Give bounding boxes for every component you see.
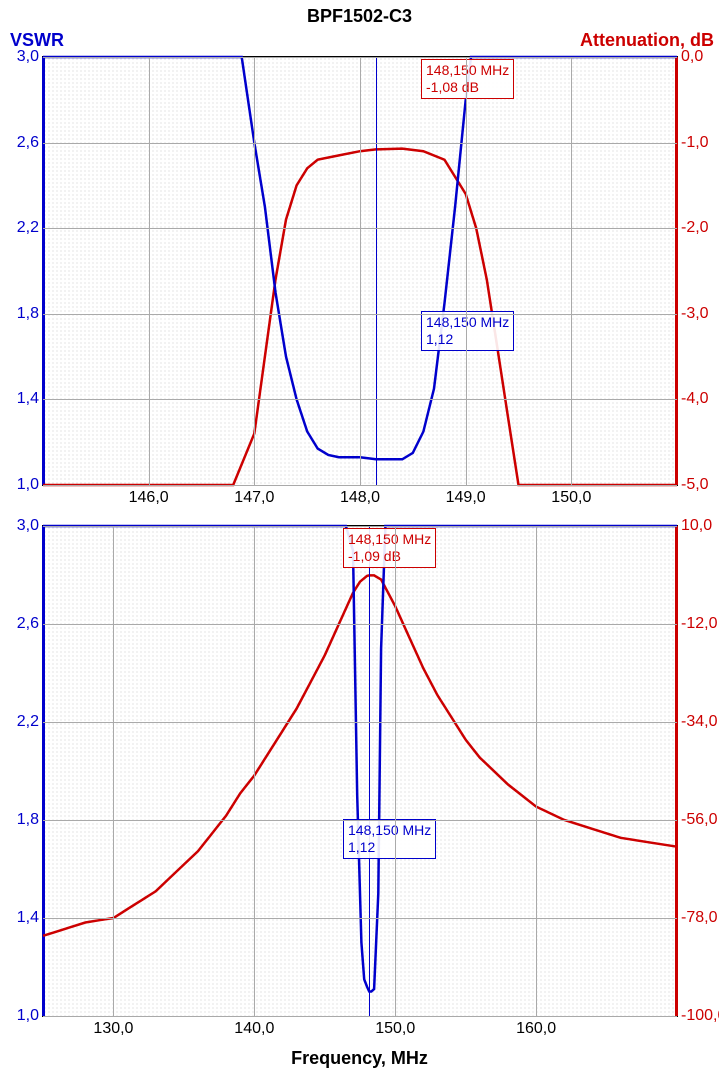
grid-line — [43, 526, 677, 527]
callout-text: -1,09 dB — [348, 548, 401, 564]
grid-line — [43, 624, 677, 625]
grid-line — [536, 526, 537, 1016]
grid-line — [571, 57, 572, 485]
y-left-tick-label: 2,6 — [17, 134, 43, 152]
grid-line — [466, 57, 467, 485]
y-right-tick-label: -12,0 — [677, 615, 717, 633]
grid-line — [149, 57, 150, 485]
callout-text: 148,150 MHz — [426, 62, 509, 78]
bottom-chart-svg — [43, 526, 677, 1016]
grid-line — [43, 57, 677, 58]
grid-line — [360, 57, 361, 485]
y-left-tick-label: 1,8 — [17, 305, 43, 323]
callout-vswr-top: 148,150 MHz 1,12 — [421, 311, 514, 351]
y-left-tick-label: 1,0 — [17, 1007, 43, 1025]
x-tick-label: 148,0 — [340, 485, 380, 507]
grid-line — [254, 526, 255, 1016]
y-right-tick-label: -56,0 — [677, 811, 717, 829]
y-right-tick-label: -5,0 — [677, 476, 709, 494]
callout-atten-bottom: 148,150 MHz -1,09 dB — [343, 528, 436, 568]
y-left-tick-label: 3,0 — [17, 48, 43, 66]
grid-line — [43, 314, 677, 315]
y-left-tick-label: 1,0 — [17, 476, 43, 494]
callout-text: -1,08 dB — [426, 79, 479, 95]
grid-line — [43, 485, 677, 486]
grid-line — [43, 143, 677, 144]
y-right-tick-label: -34,0 — [677, 713, 717, 731]
grid-line — [43, 722, 677, 723]
y-right-tick-label: -3,0 — [677, 305, 709, 323]
y-right-tick-label: 0,0 — [677, 48, 703, 66]
x-tick-label: 149,0 — [446, 485, 486, 507]
y-right-tick-label: -100,0 — [677, 1007, 719, 1025]
chart-title: BPF1502-C3 — [0, 6, 719, 27]
grid-line — [43, 228, 677, 229]
callout-atten-top: 148,150 MHz -1,08 dB — [421, 59, 514, 99]
marker-line-top — [376, 57, 377, 485]
grid-line — [43, 918, 677, 919]
y-right-tick-label: -1,0 — [677, 134, 709, 152]
y-left-tick-label: 2,2 — [17, 713, 43, 731]
marker-line-bottom — [369, 526, 370, 1016]
y-right-tick-label: -4,0 — [677, 390, 709, 408]
bottom-chart: 148,150 MHz -1,09 dB 148,150 MHz 1,12 13… — [42, 525, 678, 1017]
y-left-tick-label: 2,6 — [17, 615, 43, 633]
x-tick-label: 160,0 — [516, 1016, 556, 1038]
callout-text: 1,12 — [348, 839, 375, 855]
x-tick-label: 140,0 — [234, 1016, 274, 1038]
x-tick-label: 147,0 — [234, 485, 274, 507]
callout-text: 148,150 MHz — [426, 314, 509, 330]
callout-text: 148,150 MHz — [348, 531, 431, 547]
x-tick-label: 146,0 — [129, 485, 169, 507]
callout-text: 148,150 MHz — [348, 822, 431, 838]
y-left-tick-label: 1,8 — [17, 811, 43, 829]
x-tick-label: 130,0 — [93, 1016, 133, 1038]
y-right-tick-label: -2,0 — [677, 219, 709, 237]
y-left-tick-label: 1,4 — [17, 909, 43, 927]
grid-line — [113, 526, 114, 1016]
y-right-tick-label: 10,0 — [677, 517, 712, 535]
grid-line — [43, 1016, 677, 1017]
y-left-tick-label: 1,4 — [17, 390, 43, 408]
top-chart: 148,150 MHz -1,08 dB 148,150 MHz 1,12 14… — [42, 56, 678, 486]
vswr-line — [43, 526, 677, 992]
y-right-tick-label: -78,0 — [677, 909, 717, 927]
callout-text: 1,12 — [426, 331, 453, 347]
callout-vswr-bottom: 148,150 MHz 1,12 — [343, 819, 436, 859]
grid-line — [43, 399, 677, 400]
grid-line — [395, 526, 396, 1016]
grid-line — [43, 820, 677, 821]
grid-line — [254, 57, 255, 485]
x-tick-label: 150,0 — [375, 1016, 415, 1038]
y-left-tick-label: 3,0 — [17, 517, 43, 535]
x-axis-label: Frequency, MHz — [0, 1048, 719, 1069]
y-left-tick-label: 2,2 — [17, 219, 43, 237]
x-tick-label: 150,0 — [551, 485, 591, 507]
